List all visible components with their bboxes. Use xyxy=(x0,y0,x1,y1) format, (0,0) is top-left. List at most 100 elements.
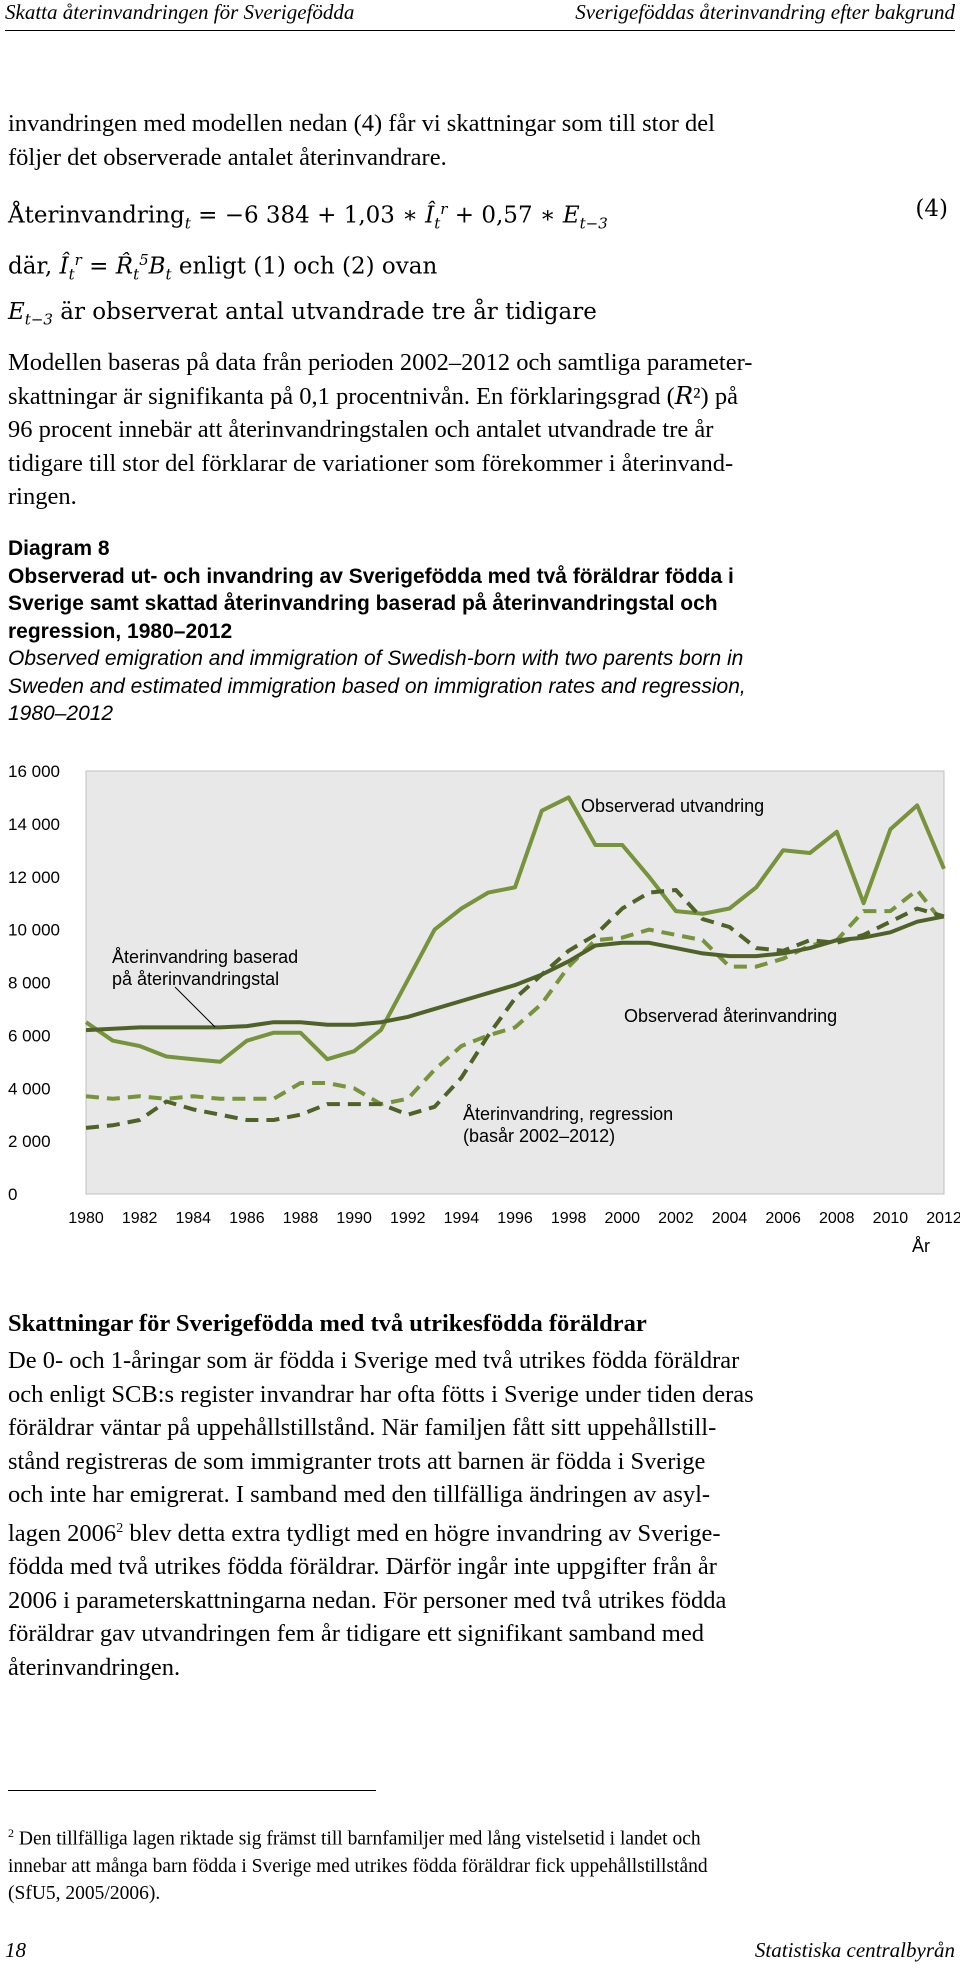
footer-org: Statistiska centralbyrån xyxy=(754,1938,955,1962)
x-tick-label: 2004 xyxy=(712,1210,748,1227)
eq-var1-sub: t xyxy=(434,214,441,233)
paragraph-line: ringen. xyxy=(8,483,77,510)
paragraph-1: Modellen baseras på data från perioden 2… xyxy=(8,346,956,514)
where-line: där, Îtr = R̂t5Bt enligt (1) och (2) ova… xyxy=(8,244,956,292)
footnote-line: innebar att många barn födda i Sverige m… xyxy=(8,1855,708,1877)
eq-var2: E xyxy=(562,202,580,229)
x-tick-label: 1996 xyxy=(497,1210,533,1227)
intro-line: invandringen med modellen nedan (4) får … xyxy=(8,110,715,137)
y-tick-label: 12 000 xyxy=(8,868,60,887)
y-axis-ticks: 0 2 000 4 000 6 000 8 000 10 000 12 000 14 000 1… xyxy=(8,762,60,1204)
section-heading: Skattningar för Sverigefödda med två utr… xyxy=(8,1310,647,1337)
x-tick-label: 2002 xyxy=(658,1210,694,1227)
footnote: 2 Den tillfälliga lagen riktade sig främ… xyxy=(8,1820,948,1907)
line-chart: 0 2 000 4 000 6 000 8 000 10 000 12 000 14 000 1… xyxy=(8,762,960,1256)
footnote-mark: 2 xyxy=(8,1826,14,1840)
x-tick-label: 2006 xyxy=(765,1210,801,1227)
where-b: B xyxy=(148,253,166,280)
figure-caption: Diagram 8 Observerad ut- och invandring … xyxy=(8,535,948,728)
footnote-ref[interactable]: 2 xyxy=(116,1520,124,1536)
section-line: De 0- och 1-åringar som är födda i Sveri… xyxy=(8,1347,740,1374)
eq-var1: Î xyxy=(425,202,435,229)
x-tick-label: 2000 xyxy=(604,1210,640,1227)
where-text: enligt (1) och (2) ovan xyxy=(171,253,438,280)
y-tick-label: 10 000 xyxy=(8,921,60,940)
x-tick-label: 1984 xyxy=(175,1210,211,1227)
figure-title-en-line: Observed emigration and immigration of S… xyxy=(8,647,744,670)
where-eq: = xyxy=(81,253,116,280)
paragraph-line: 96 procent innebär att återinvandringsta… xyxy=(8,416,714,443)
eq-var1-sup: r xyxy=(440,200,448,218)
where-var-sub: t xyxy=(68,265,75,284)
x-tick-label: 1980 xyxy=(68,1210,104,1227)
eq-rhs: = −6 384 + 1,03 ∗ xyxy=(190,202,426,229)
x-tick-label: 2012 xyxy=(926,1210,960,1227)
section-body: De 0- och 1-åringar som är födda i Sveri… xyxy=(8,1344,956,1684)
where2-line: Et−3 är observerat antal utvandrade tre … xyxy=(8,296,956,337)
section-line: föräldrar väntar på uppehållstillstånd. … xyxy=(8,1414,717,1441)
section-line: 2006 i parameterskattningarna nedan. För… xyxy=(8,1586,727,1614)
footnote-text: Den tillfälliga lagen riktade sig främst… xyxy=(14,1828,701,1850)
section-line: födda med två utrikes födda föräldrar. D… xyxy=(8,1553,717,1581)
callout-leader xyxy=(174,986,216,1028)
section-line6-a: lagen 2006 xyxy=(8,1519,117,1547)
x-tick-label: 1986 xyxy=(229,1210,265,1227)
annotation-regression-1: Återinvandring, regression xyxy=(463,1104,673,1124)
where-var-sup: r xyxy=(74,251,82,269)
section-line: föräldrar gav utvandringen fem år tidiga… xyxy=(8,1620,704,1648)
plot-area xyxy=(85,770,945,1195)
eq-lhs: Återinvandring xyxy=(8,202,185,229)
x-tick-label: 1994 xyxy=(444,1210,480,1227)
x-tick-label: 1990 xyxy=(336,1210,372,1227)
series-line-4 xyxy=(85,888,945,1130)
page-number: 18 xyxy=(5,1938,26,1962)
figure-title-line: Sverige samt skattad återinvandring base… xyxy=(8,592,718,615)
running-header: Skatta återinvandringen för Sverigefödda… xyxy=(5,0,955,31)
header-right: Sverigeföddas återinvandring efter bakgr… xyxy=(575,0,955,24)
y-tick-label: 6 000 xyxy=(8,1026,51,1045)
footnote-line: 2 Den tillfälliga lagen riktade sig främ… xyxy=(8,1820,948,1853)
figure-title-line: Observerad ut- och invandring av Sverige… xyxy=(8,564,734,588)
section-line6-b: blev detta extra tydligt med en högre in… xyxy=(123,1519,721,1547)
y-tick-label: 14 000 xyxy=(8,815,60,834)
where2-var-sub: t−3 xyxy=(24,310,53,329)
eq-rhs2: + 0,57 ∗ xyxy=(447,202,563,229)
x-tick-label: 1998 xyxy=(551,1210,587,1227)
footnote-line: (SfU5, 2005/2006). xyxy=(8,1882,161,1904)
x-tick-label: 2010 xyxy=(873,1210,909,1227)
y-tick-label: 16 000 xyxy=(8,762,60,781)
paragraph-line: Modellen baseras på data från perioden 2… xyxy=(8,349,753,376)
figure-title-line: regression, 1980–2012 xyxy=(8,619,233,643)
x-tick-label: 1992 xyxy=(390,1210,426,1227)
where-r: R̂ xyxy=(115,253,134,280)
eq-lhs-sub: t xyxy=(184,214,191,233)
figure-label: Diagram 8 xyxy=(8,537,110,560)
eq-var2-sub: t−3 xyxy=(579,214,608,233)
x-tick-label: 1988 xyxy=(283,1210,319,1227)
where-var: Î xyxy=(59,253,69,280)
running-footer: 18 Statistiska centralbyrån xyxy=(5,1938,955,1966)
section-line: och inte har emigrerat. I samband med de… xyxy=(8,1481,711,1508)
annotation-observerad-utvandring: Observerad utvandring xyxy=(581,796,764,816)
paragraph-line: tidigare till stor del förklarar de vari… xyxy=(8,449,734,477)
header-left: Skatta återinvandringen för Sverigefödda xyxy=(5,0,355,24)
intro-text: invandringen med modellen nedan (4) får … xyxy=(8,107,956,174)
x-tick-label: 2008 xyxy=(819,1210,855,1227)
equation-4: Återinvandringt = −6 384 + 1,03 ∗ Îtr + … xyxy=(8,193,956,241)
y-tick-label: 8 000 xyxy=(8,974,51,993)
x-tick-label: 1982 xyxy=(122,1210,158,1227)
annotation-aterinvandring-baserad-1: Återinvandring baserad xyxy=(112,947,298,967)
series-line-1 xyxy=(84,795,946,1064)
where-r-sub: t xyxy=(133,265,140,284)
series-lines xyxy=(84,795,946,1130)
x-axis-label: År xyxy=(912,1236,930,1256)
where-b-sub: t xyxy=(165,265,172,284)
section-line: lagen 20062 blev detta extra tydligt med… xyxy=(8,1512,956,1551)
equation-number: (4) xyxy=(915,196,948,222)
where2-text: är observerat antal utvandrade tre år ti… xyxy=(52,299,597,325)
x-axis-ticks: 1980 1982 1984 1986 1988 1990 1992 1994 1996 1998… xyxy=(68,1210,960,1227)
annotation-aterinvandring-baserad-2: på återinvandringstal xyxy=(112,969,279,989)
section-line: återinvandringen. xyxy=(8,1653,181,1681)
where2-var: E xyxy=(8,299,25,325)
y-tick-label: 4 000 xyxy=(8,1079,51,1098)
